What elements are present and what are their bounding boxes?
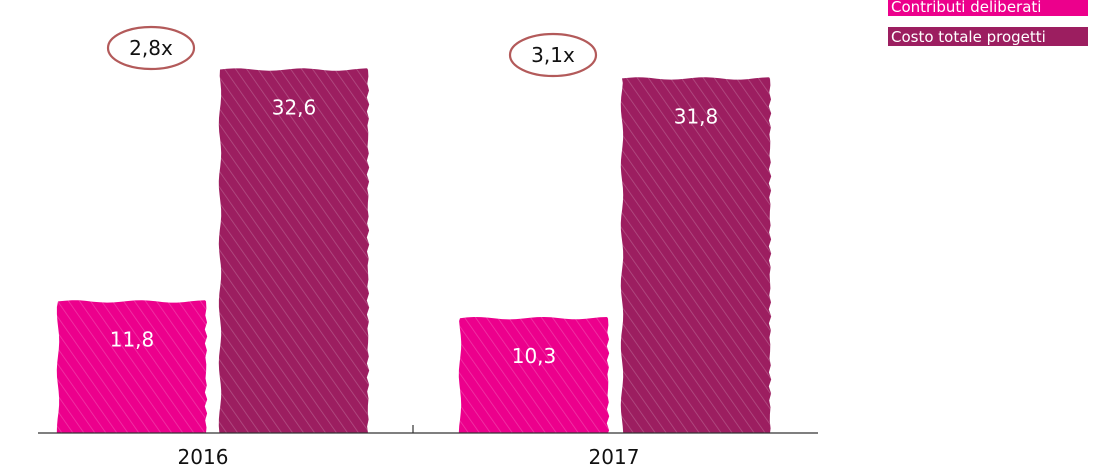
bar-texture-contributi-2017	[458, 317, 610, 433]
legend-swatch-costo	[888, 27, 1088, 46]
legend: Contributi deliberati Costo totale proget…	[888, 0, 1088, 46]
ratio-annotations: 2,8x 3,1x	[106, 25, 598, 78]
ratio-label-2016: 2,8x	[129, 36, 173, 60]
labels-group: 11,8 32,6 10,3 31,8	[110, 96, 719, 369]
bar-texture-costo-2017	[620, 77, 772, 434]
legend-label-contributi: Contributi deliberati	[891, 0, 1041, 16]
data-label-costo-2016: 32,6	[272, 96, 317, 120]
x-tick-label-2017: 2017	[589, 445, 640, 467]
ratio-ring-2017	[508, 32, 598, 78]
legend-swatch-contributi	[888, 0, 1088, 16]
ratio-ring-2016	[106, 25, 196, 71]
x-axis: 2016 2017	[38, 425, 818, 467]
data-label-contributi-2016: 11,8	[110, 327, 155, 351]
legend-label-costo: Costo totale progetti	[891, 28, 1046, 46]
data-label-contributi-2017: 10,3	[512, 344, 557, 368]
data-label-costo-2017: 31,8	[674, 104, 719, 128]
bars-group	[56, 68, 772, 434]
bar-texture-contributi-2016	[56, 300, 208, 433]
bar-texture-costo-2016	[218, 68, 370, 434]
ratio-label-2017: 3,1x	[531, 43, 575, 67]
x-tick-label-2016: 2016	[178, 445, 229, 467]
